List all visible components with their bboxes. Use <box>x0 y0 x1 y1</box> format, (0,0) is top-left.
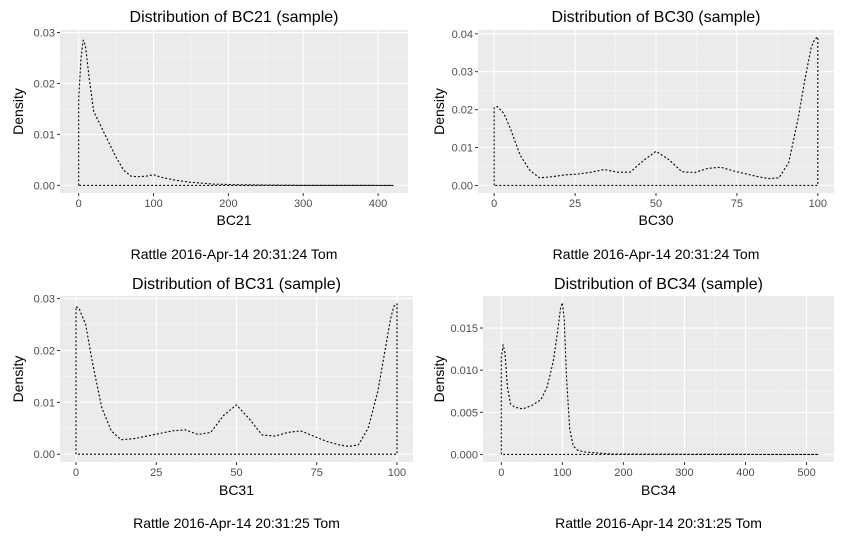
chart-panel-3: 0 25 50 75 100 0.00 0.01 0.02 0.03 Distribution o… <box>10 276 413 531</box>
chart-title: Distribution of BC30 (sample) <box>552 9 761 26</box>
x-tick-label: 300 <box>294 198 312 210</box>
density-curve <box>78 39 394 186</box>
y-tick-label: 0.005 <box>450 407 478 419</box>
y-axis-label: Density <box>10 356 26 403</box>
y-tick-label: 0.02 <box>452 105 473 117</box>
chart-panel-1: 0 100 200 300 400 0.00 0.01 0.02 0.03 Distributio… <box>10 9 408 262</box>
y-tick-label: 0.00 <box>34 449 55 461</box>
chart-caption: Rattle 2016-Apr-14 20:31:25 Tom <box>133 515 340 531</box>
x-tick-label: 100 <box>388 467 406 479</box>
chart-caption: Rattle 2016-Apr-14 20:31:25 Tom <box>555 515 762 531</box>
x-tick-label: 300 <box>675 467 693 479</box>
y-tick-label: 0.00 <box>452 180 473 192</box>
x-tick-label: 0 <box>498 467 504 479</box>
plot-panel <box>483 296 834 462</box>
density-curve <box>493 36 819 186</box>
chart-caption: Rattle 2016-Apr-14 20:31:24 Tom <box>131 246 338 262</box>
x-axis-label: BC31 <box>219 482 254 498</box>
x-tick-label: 25 <box>569 198 581 210</box>
x-axis-label: BC34 <box>641 482 676 498</box>
x-tick-label: 100 <box>553 467 571 479</box>
x-tick-label: 200 <box>614 467 632 479</box>
y-axis-label: Density <box>10 88 26 135</box>
x-tick-label: 25 <box>150 467 162 479</box>
y-tick-label: 0.01 <box>34 397 55 409</box>
y-tick-label: 0.03 <box>34 28 55 40</box>
y-tick-label: 0.02 <box>34 78 55 90</box>
x-tick-label: 500 <box>797 467 815 479</box>
x-tick-label: 50 <box>230 467 242 479</box>
y-tick-label: 0.01 <box>452 143 473 155</box>
x-tick-label: 0 <box>73 467 79 479</box>
chart-caption: Rattle 2016-Apr-14 20:31:24 Tom <box>553 246 760 262</box>
x-tick-label: 200 <box>219 198 237 210</box>
y-tick-label: 0.04 <box>452 29 473 41</box>
y-tick-label: 0.015 <box>450 323 478 335</box>
x-axis-label: BC21 <box>216 212 251 228</box>
chart-panel-2: 0 25 50 75 100 0.00 0.01 0.02 0.03 0.04 Distributi… <box>431 9 834 262</box>
y-tick-label: 0.03 <box>34 294 55 306</box>
x-tick-label: 100 <box>809 198 827 210</box>
chart-title: Distribution of BC34 (sample) <box>554 276 763 293</box>
chart-panel-4: 0 100 200 300 400 500 0.000 0.005 0.010 0.015 Dist… <box>431 276 834 531</box>
x-tick-label: 75 <box>731 198 743 210</box>
x-tick-label: 400 <box>736 467 754 479</box>
y-axis-label: Density <box>431 356 447 403</box>
x-tick-label: 75 <box>311 467 323 479</box>
x-tick-label: 400 <box>369 198 387 210</box>
y-tick-label: 0.02 <box>34 345 55 357</box>
y-tick-label: 0.000 <box>450 449 478 461</box>
y-tick-label: 0.01 <box>34 129 55 141</box>
y-tick-label: 0.03 <box>452 67 473 79</box>
y-tick-label: 0.00 <box>34 180 55 192</box>
x-tick-label: 0 <box>76 198 82 210</box>
plot-panel <box>60 30 408 193</box>
x-tick-label: 100 <box>144 198 162 210</box>
x-tick-label: 50 <box>650 198 662 210</box>
density-curve <box>500 302 820 455</box>
x-axis-label: BC30 <box>638 212 673 228</box>
chart-title: Distribution of BC21 (sample) <box>130 9 339 26</box>
density-curve <box>75 303 398 455</box>
chart-title: Distribution of BC31 (sample) <box>132 276 341 293</box>
x-tick-label: 0 <box>491 198 497 210</box>
y-axis-label: Density <box>431 88 447 135</box>
y-tick-label: 0.010 <box>450 365 478 377</box>
